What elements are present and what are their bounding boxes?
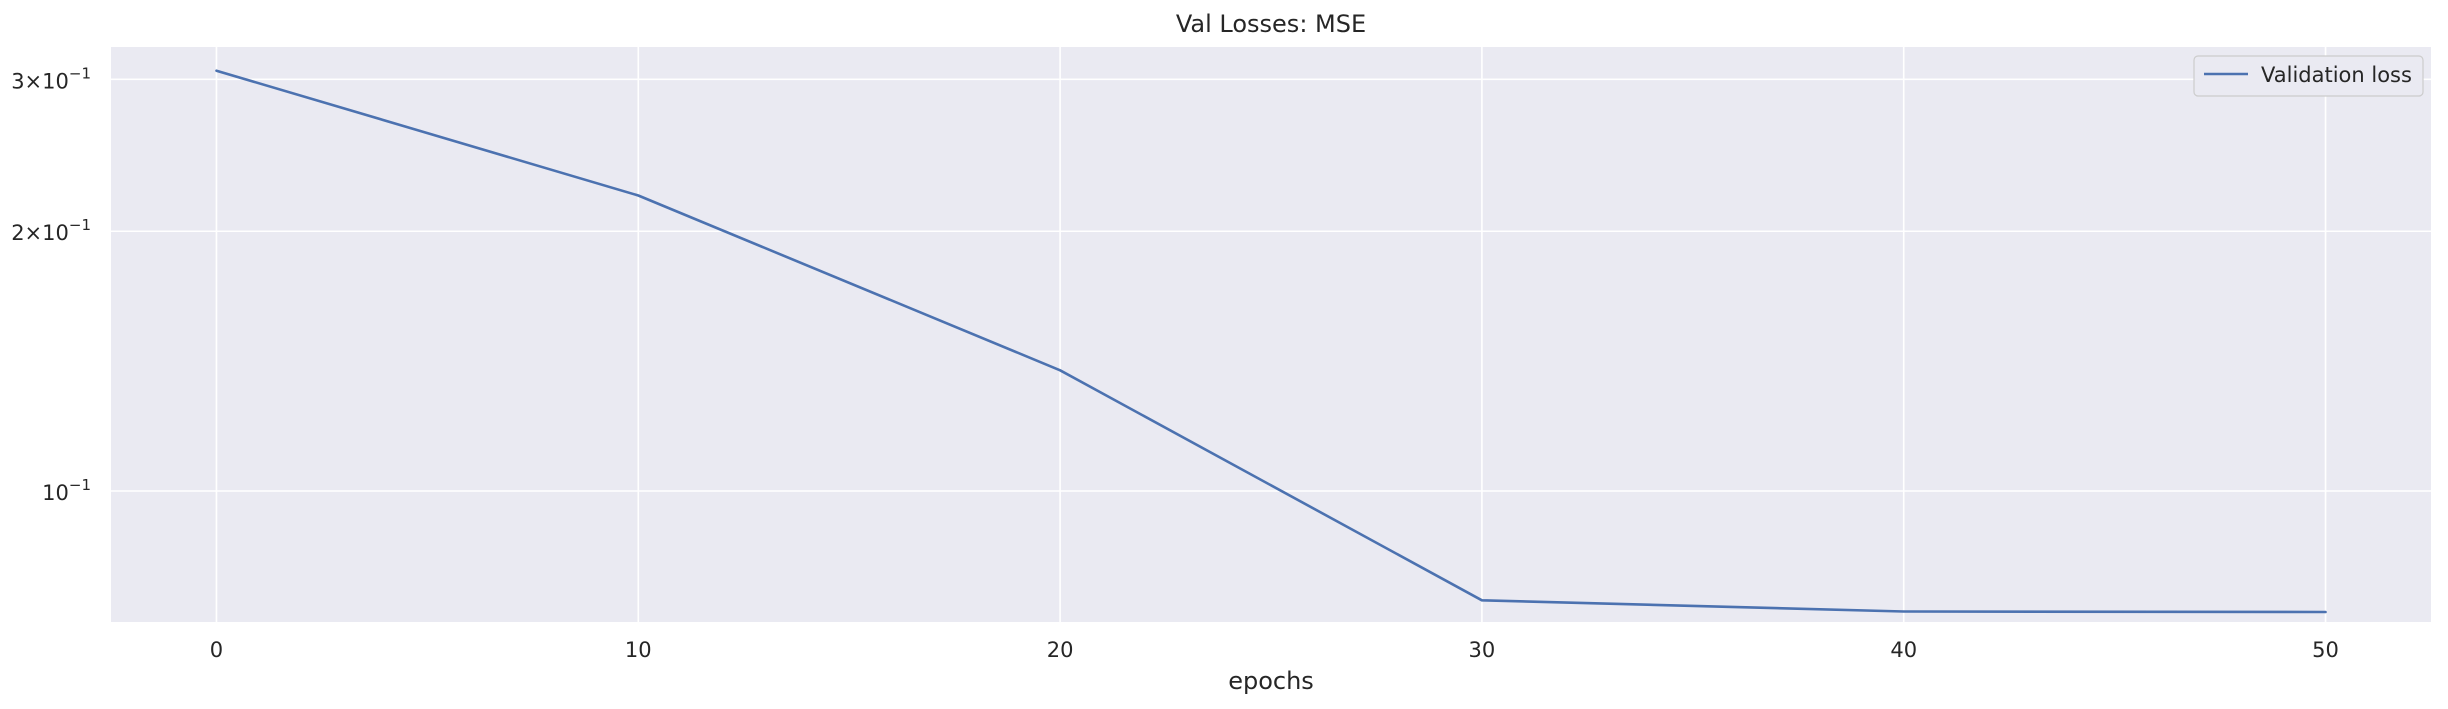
x-tick-label: 0 — [210, 638, 223, 662]
grid-lines — [111, 47, 2431, 622]
x-tick-label: 40 — [1890, 638, 1917, 662]
legend: Validation loss — [2193, 55, 2424, 97]
x-tick-label: 20 — [1047, 638, 1074, 662]
y-tick-label: 3×10−1 — [11, 64, 91, 93]
x-tick-label: 10 — [625, 638, 652, 662]
plot-area — [111, 47, 2431, 622]
series-lines — [215, 69, 2327, 614]
legend-label-validation-loss: Validation loss — [2261, 63, 2412, 87]
y-tick-label: 2×10−1 — [11, 216, 91, 245]
series-line-0 — [215, 69, 2327, 614]
tick-labels: 0 10 20 30 40 50 3×10−1 2×10−1 10−1 — [11, 64, 2339, 662]
x-tick-label: 50 — [2312, 638, 2339, 662]
x-tick-label: 30 — [1469, 638, 1496, 662]
x-axis-label: epochs — [1228, 667, 1314, 695]
legend-box — [2193, 55, 2424, 97]
y-tick-label: 10−1 — [42, 476, 91, 505]
chart-title: Val Losses: MSE — [1176, 10, 1366, 38]
